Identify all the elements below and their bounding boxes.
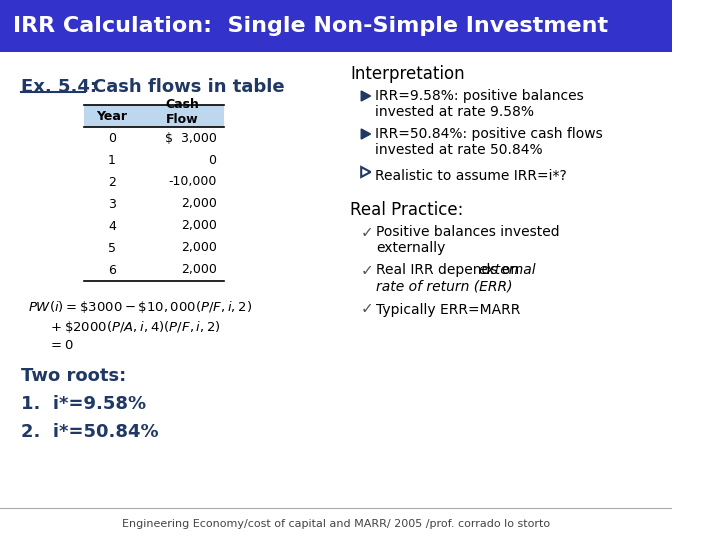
Text: Realistic to assume IRR=i*?: Realistic to assume IRR=i*? [375, 169, 567, 183]
Text: $  3,000: $ 3,000 [165, 132, 217, 145]
Text: 3: 3 [108, 198, 116, 211]
Text: 2: 2 [108, 176, 116, 188]
Text: 2,000: 2,000 [181, 219, 217, 233]
Text: 0: 0 [209, 153, 217, 166]
Text: 2,000: 2,000 [181, 198, 217, 211]
Text: IRR=50.84%: positive cash flows: IRR=50.84%: positive cash flows [375, 127, 603, 141]
Text: 2,000: 2,000 [181, 241, 217, 254]
Text: 1.  i*=9.58%: 1. i*=9.58% [21, 395, 145, 413]
Text: Ex. 5.4:: Ex. 5.4: [21, 78, 96, 96]
Text: Two roots:: Two roots: [21, 367, 126, 385]
Text: 2,000: 2,000 [181, 264, 217, 276]
FancyBboxPatch shape [84, 105, 224, 127]
Polygon shape [361, 129, 371, 139]
Text: 1: 1 [108, 153, 116, 166]
Text: ✓: ✓ [361, 263, 374, 278]
Text: Real Practice:: Real Practice: [350, 201, 464, 219]
Text: -10,000: -10,000 [168, 176, 217, 188]
Text: 5: 5 [108, 241, 116, 254]
Text: external: external [479, 263, 536, 277]
Text: Cash flows in table: Cash flows in table [94, 78, 285, 96]
Text: $\quad\;\; = 0$: $\quad\;\; = 0$ [28, 339, 74, 352]
Text: IRR Calculation:  Single Non-Simple Investment: IRR Calculation: Single Non-Simple Inves… [13, 16, 608, 36]
Text: Cash
Flow: Cash Flow [165, 98, 199, 126]
Text: $\quad\;\; + \$2000(P/A, i, 4)(P/F, i, 2)$: $\quad\;\; + \$2000(P/A, i, 4)(P/F, i, 2… [28, 319, 221, 335]
Text: 2.  i*=50.84%: 2. i*=50.84% [21, 423, 158, 441]
Text: Year: Year [96, 110, 127, 123]
Text: rate of return (ERR): rate of return (ERR) [376, 279, 513, 293]
Text: ✓: ✓ [361, 225, 374, 240]
Text: invested at rate 50.84%: invested at rate 50.84% [375, 143, 543, 157]
Text: IRR=9.58%: positive balances: IRR=9.58%: positive balances [375, 89, 584, 103]
Text: Interpretation: Interpretation [350, 65, 464, 83]
Text: ✓: ✓ [361, 301, 374, 316]
Text: Engineering Economy/cost of capital and MARR/ 2005 /prof. corrado lo storto: Engineering Economy/cost of capital and … [122, 519, 550, 529]
Text: Positive balances invested: Positive balances invested [376, 225, 559, 239]
Text: externally: externally [376, 241, 446, 255]
Text: 6: 6 [108, 264, 116, 276]
Text: Real IRR depends on: Real IRR depends on [376, 263, 523, 277]
FancyBboxPatch shape [0, 0, 672, 52]
Text: 4: 4 [108, 219, 116, 233]
Text: invested at rate 9.58%: invested at rate 9.58% [375, 105, 534, 119]
Text: 0: 0 [108, 132, 116, 145]
Text: Typically ERR=MARR: Typically ERR=MARR [376, 303, 521, 317]
Text: $PW(i) = \$3000 - \$10,000(P/F, i, 2)$: $PW(i) = \$3000 - \$10,000(P/F, i, 2)$ [28, 299, 252, 315]
Polygon shape [361, 91, 371, 101]
